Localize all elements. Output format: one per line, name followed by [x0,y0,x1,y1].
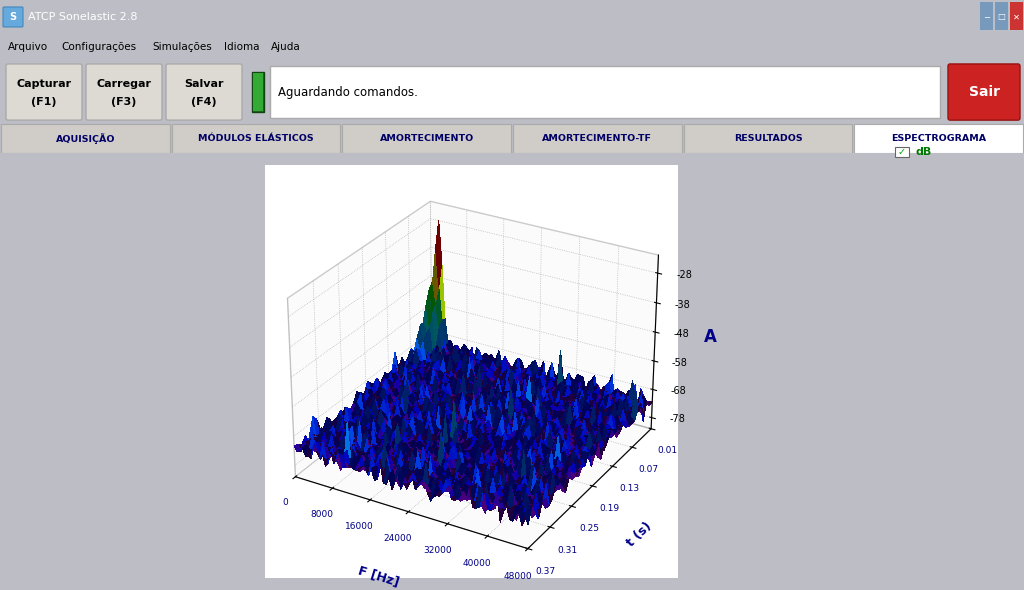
Text: Simulações: Simulações [152,42,212,52]
Text: Carregar: Carregar [96,79,152,89]
Text: ✕: ✕ [1013,12,1020,21]
Text: Capturar: Capturar [16,79,72,89]
Bar [995,2,1008,30]
Bar [253,73,263,111]
Text: AMORTECIMENTO-TF: AMORTECIMENTO-TF [543,135,652,143]
Bar [513,124,682,153]
Text: ─: ─ [984,12,989,21]
Text: Sair: Sair [969,85,999,99]
Bar [270,66,940,118]
X-axis label: F [Hz]: F [Hz] [356,563,400,588]
Text: MÓDULOS ELÁSTICOS: MÓDULOS ELÁSTICOS [199,135,313,143]
FancyBboxPatch shape [6,64,82,120]
Bar [1010,2,1023,30]
Text: Aguardando comandos.: Aguardando comandos. [278,86,418,99]
Text: AQUISIÇÃO: AQUISIÇÃO [55,133,115,144]
Bar [684,124,852,153]
Bar [172,124,340,153]
Text: (F1): (F1) [32,97,56,107]
FancyBboxPatch shape [166,64,242,120]
Bar [342,124,511,153]
Text: S: S [9,12,16,22]
Bar [854,124,1023,153]
Bar [895,148,908,157]
Text: (F3): (F3) [112,97,136,107]
Text: Ajuda: Ajuda [271,42,301,52]
Text: (F4): (F4) [191,97,217,107]
Text: dB: dB [915,148,932,157]
Text: Arquivo: Arquivo [8,42,48,52]
Text: AMORTECIMENTO: AMORTECIMENTO [380,135,474,143]
Y-axis label: t (s): t (s) [624,519,654,549]
Text: RESULTADOS: RESULTADOS [733,135,803,143]
Text: ✓: ✓ [898,148,906,157]
FancyBboxPatch shape [86,64,162,120]
Bar [252,72,264,112]
Bar [980,2,993,30]
Text: Idioma: Idioma [224,42,259,52]
Text: Configurações: Configurações [61,42,136,52]
Text: □: □ [997,12,1006,21]
Text: Salvar: Salvar [184,79,224,89]
Bar [1,124,170,153]
FancyBboxPatch shape [948,64,1020,120]
FancyBboxPatch shape [3,7,23,27]
Text: ESPECTROGRAMA: ESPECTROGRAMA [891,135,986,143]
Text: ATCP Sonelastic 2.8: ATCP Sonelastic 2.8 [28,12,137,22]
